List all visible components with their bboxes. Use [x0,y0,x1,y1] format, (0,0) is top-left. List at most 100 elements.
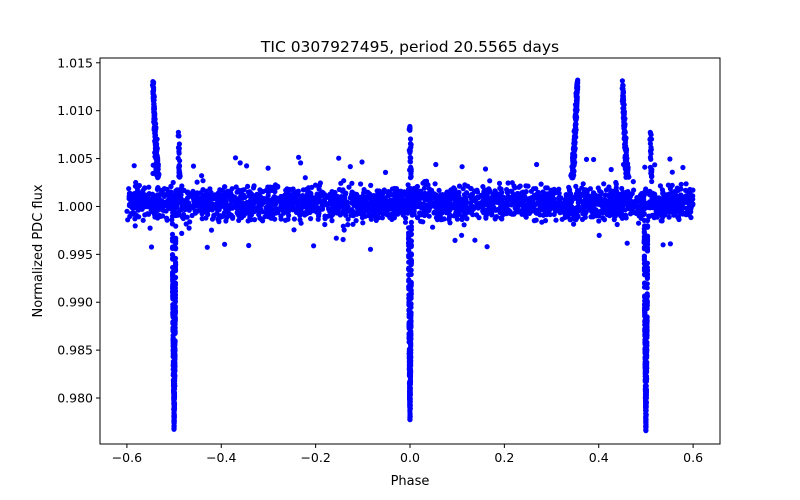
data-point [499,216,505,222]
data-point [601,181,607,187]
data-point [153,137,159,143]
data-point [406,266,412,272]
data-point [172,315,178,321]
data-point [408,144,414,150]
data-point [340,236,346,243]
data-point [685,197,691,204]
data-point [614,221,620,228]
data-point [540,206,547,213]
data-point [624,169,630,175]
data-point [643,399,649,405]
data-point [244,210,250,216]
data-point [391,212,397,218]
data-point [538,181,544,187]
y-tick: 1.000 [57,199,100,214]
x-tick: −0.6 [112,444,142,465]
data-point [644,241,651,247]
data-point [657,183,664,189]
data-point [349,180,355,186]
data-point [311,243,317,249]
data-point [295,206,301,212]
data-point [591,156,597,163]
data-point [588,201,595,207]
data-point [161,208,167,214]
data-point [452,237,458,243]
data-point [161,203,167,209]
data-point [408,251,414,258]
data-point [590,197,596,203]
data-point [330,194,336,200]
data-point [183,221,189,227]
data-point [164,215,170,221]
data-point [484,202,490,208]
data-point [360,220,366,226]
data-point [150,95,156,101]
data-point [407,388,413,394]
data-point [314,200,320,206]
data-point [181,201,187,207]
data-point [302,175,308,181]
data-point [177,208,183,214]
data-point [643,186,649,192]
data-point [641,211,647,217]
data-point [644,200,650,207]
data-point [198,195,204,201]
data-point [678,194,684,200]
data-point [354,205,360,211]
data-point [151,107,157,113]
data-point [405,186,412,192]
data-point [472,237,478,243]
data-point [223,197,229,203]
data-point [367,193,373,200]
data-point [647,192,653,198]
data-point [489,211,495,218]
data-point [154,163,160,170]
data-point [607,213,613,219]
data-point [278,193,284,200]
data-point [356,199,362,206]
data-point [644,305,650,312]
data-point [308,216,314,222]
data-point [224,188,230,194]
data-point [140,217,146,223]
data-point [220,213,226,219]
data-point [223,204,229,210]
data-point [677,210,683,216]
data-point [297,212,303,219]
data-point [572,141,578,147]
data-point [173,210,179,216]
data-point [347,164,353,170]
data-point [380,197,386,203]
data-point [620,95,626,101]
data-point [492,188,498,194]
data-point [406,272,412,278]
data-point [615,198,621,204]
data-point [574,89,580,95]
y-tick: 0.995 [57,247,100,262]
data-point [269,214,275,220]
data-point [459,164,465,170]
data-point [171,410,177,416]
data-point [432,191,438,197]
data-point [391,186,397,192]
data-point [373,217,379,223]
data-point [666,214,672,220]
data-point [249,192,255,198]
data-point [621,212,627,219]
data-point [316,213,322,219]
data-point [605,206,611,212]
data-point [573,130,579,136]
data-point [660,242,666,248]
data-point [572,147,578,154]
data-point [568,191,574,197]
data-point [619,78,626,84]
data-point [169,238,176,244]
data-point [659,197,666,203]
data-point [395,203,401,209]
data-point [234,189,240,195]
x-tick-label: 0.6 [683,450,703,465]
data-point [642,280,648,286]
data-point [622,199,629,205]
data-point [407,399,413,405]
data-point [423,178,430,184]
